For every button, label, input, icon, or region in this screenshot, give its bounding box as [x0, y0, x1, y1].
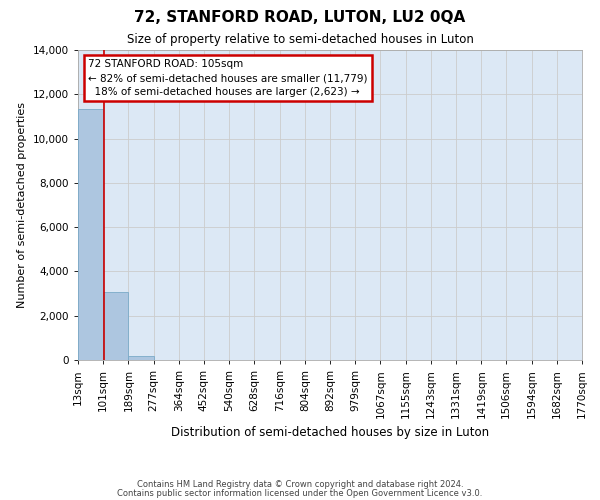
Bar: [128, 356, 154, 360]
Y-axis label: Number of semi-detached properties: Number of semi-detached properties: [17, 102, 27, 308]
Text: 72, STANFORD ROAD, LUTON, LU2 0QA: 72, STANFORD ROAD, LUTON, LU2 0QA: [134, 10, 466, 25]
Text: 72 STANFORD ROAD: 105sqm
← 82% of semi-detached houses are smaller (11,779)
  18: 72 STANFORD ROAD: 105sqm ← 82% of semi-d…: [88, 60, 368, 98]
Text: Contains HM Land Registry data © Crown copyright and database right 2024.: Contains HM Land Registry data © Crown c…: [137, 480, 463, 489]
X-axis label: Distribution of semi-detached houses by size in Luton: Distribution of semi-detached houses by …: [171, 426, 489, 439]
Bar: [103, 292, 128, 360]
Text: Size of property relative to semi-detached houses in Luton: Size of property relative to semi-detach…: [127, 32, 473, 46]
Bar: [78, 108, 103, 360]
Text: Contains public sector information licensed under the Open Government Licence v3: Contains public sector information licen…: [118, 488, 482, 498]
